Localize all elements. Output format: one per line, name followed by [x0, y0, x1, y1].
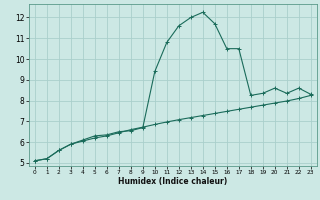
- X-axis label: Humidex (Indice chaleur): Humidex (Indice chaleur): [118, 177, 228, 186]
